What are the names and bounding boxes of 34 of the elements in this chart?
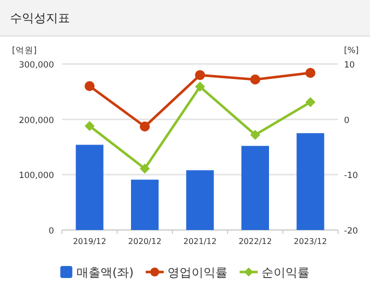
y2-tick-label: -20 — [344, 226, 358, 236]
x-tick-label: 2022/12 — [238, 237, 272, 246]
point — [140, 122, 150, 132]
point — [84, 120, 95, 131]
y2-tick-label: 0 — [344, 116, 350, 126]
y-tick-label: 100,000 — [18, 171, 54, 182]
chart-title: 수익성지표 — [10, 11, 70, 25]
bar — [186, 170, 214, 230]
point — [140, 164, 150, 174]
bar — [76, 144, 104, 230]
legend-label: 영업이익률 — [168, 266, 228, 280]
point — [250, 130, 260, 140]
y-tick-label: 300,000 — [18, 60, 54, 70]
point — [305, 68, 316, 78]
y-tick-label: 200,000 — [18, 116, 54, 126]
y2-tick-label: 10 — [344, 60, 355, 70]
point — [195, 70, 205, 80]
y2-axis-title: [%] — [344, 46, 359, 56]
y-tick-label: 0 — [48, 226, 54, 236]
y2-tick-label: -10 — [344, 171, 358, 182]
x-tick-label: 2023/12 — [294, 237, 328, 246]
legend-label: 순이익률 — [262, 266, 310, 280]
point — [195, 82, 205, 92]
x-tick-label: 2020/12 — [128, 237, 162, 246]
bar — [296, 133, 324, 230]
bar — [241, 146, 269, 230]
point — [305, 97, 316, 108]
bar — [131, 180, 159, 230]
x-tick-label: 2019/12 — [72, 237, 106, 246]
point — [84, 81, 95, 92]
y-axis-title: [억원] — [12, 46, 37, 56]
x-tick-label: 2021/12 — [183, 237, 217, 246]
point — [250, 74, 260, 84]
legend-label: 매출액(좌) — [76, 266, 134, 280]
